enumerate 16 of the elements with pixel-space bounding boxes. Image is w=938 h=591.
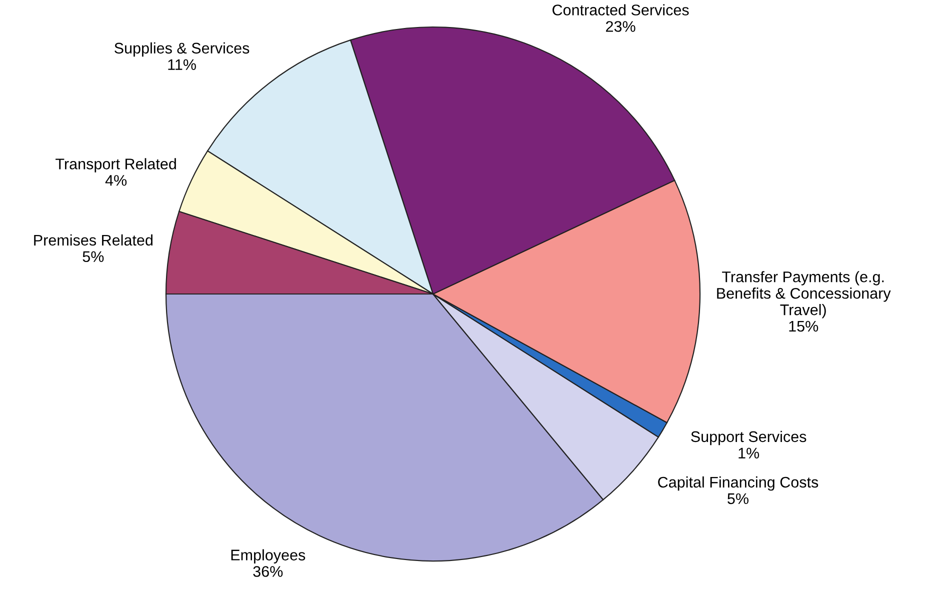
- data-label: 11%: [168, 59, 196, 70]
- slice-label: Capital Financing Costs: [658, 476, 818, 491]
- slice-label: Contracted Services: [552, 4, 689, 16]
- slice-label: Premises Related: [34, 234, 152, 246]
- data-label: 5%: [82, 251, 104, 262]
- data-label: 4%: [105, 175, 127, 186]
- data-label: 1%: [738, 448, 760, 458]
- data-label: 23%: [606, 21, 636, 32]
- data-label: 5%: [728, 493, 748, 504]
- slice-label: Employees: [231, 549, 306, 564]
- slice-label: Transfer Payments (e.g. Benefits & Concessionary Travel): [717, 271, 891, 318]
- data-label: 36%: [253, 566, 283, 577]
- slice-label: Transport Related: [56, 158, 176, 172]
- slice-label: Support Services: [691, 430, 806, 446]
- data-label: 15%: [789, 320, 818, 332]
- slice-label: Supplies & Services: [114, 42, 250, 57]
